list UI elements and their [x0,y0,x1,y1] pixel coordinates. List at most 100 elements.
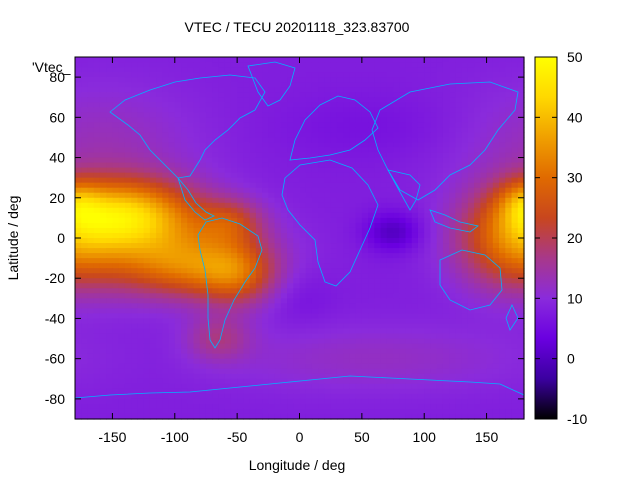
heatmap-cell [143,273,151,279]
heatmap-cell [293,142,301,149]
heatmap-cell [193,117,201,123]
heatmap-cell [230,177,238,184]
heatmap-cell [106,217,114,224]
heatmap-cell [474,167,481,174]
heatmap-cell [249,132,257,139]
heatmap-cell [187,112,195,118]
heatmap-cell [499,72,506,78]
heatmap-cell [274,182,282,189]
heatmap-cell [224,107,232,113]
heatmap-cell [262,117,269,123]
heatmap-cell [280,368,288,375]
heatmap-cell [156,227,163,234]
heatmap-cell [93,323,101,330]
heatmap-cell [305,313,313,320]
heatmap-cell [417,107,425,113]
heatmap-cell [393,388,400,395]
heatmap-cell [118,313,126,320]
heatmap-cell [461,192,469,199]
heatmap-cell [411,323,419,330]
heatmap-cell [399,383,407,390]
heatmap-cell [305,177,313,184]
heatmap-cell [187,152,195,159]
heatmap-cell [449,388,457,395]
heatmap-cell [174,77,182,83]
heatmap-cell [156,298,163,304]
heatmap-cell [255,217,263,224]
heatmap-cell [262,107,269,113]
heatmap-cell [474,268,481,274]
heatmap-cell [374,197,382,204]
heatmap-cell [386,77,394,83]
heatmap-cell [455,358,463,365]
heatmap-cell [449,383,457,390]
heatmap-cell [505,278,513,284]
heatmap-cell [517,92,525,98]
heatmap-cell [193,132,201,139]
heatmap-cell [224,308,232,315]
heatmap-cell [287,288,294,294]
heatmap-cell [505,167,513,174]
heatmap-cell [374,273,382,279]
heatmap-cell [87,373,95,380]
heatmap-cell [75,318,82,325]
heatmap-cell [455,313,463,320]
heatmap-cell [417,187,425,194]
heatmap-cell [311,162,319,169]
heatmap-cell [349,87,357,93]
heatmap-cell [505,202,513,209]
heatmap-cell [480,378,488,385]
heatmap-cell [393,232,400,239]
heatmap-cell [187,293,195,299]
heatmap-cell [262,157,269,164]
heatmap-cell [81,207,89,214]
heatmap-cell [299,243,307,249]
heatmap-cell [293,288,301,294]
heatmap-cell [324,283,332,289]
heatmap-cell [399,87,407,93]
heatmap-cell [368,92,375,98]
heatmap-cell [131,202,138,209]
heatmap-cell [355,167,363,174]
heatmap-cell [293,313,301,320]
heatmap-cell [492,293,500,299]
heatmap-cell [449,212,457,219]
heatmap-cell [467,122,475,128]
heatmap-cell [205,122,213,128]
heatmap-cell [330,182,338,189]
heatmap-cell [99,227,107,234]
heatmap-cell [430,122,438,128]
heatmap-cell [380,152,388,159]
heatmap-cell [405,207,413,214]
heatmap-cell [436,373,444,380]
heatmap-cell [411,102,419,108]
heatmap-cell [517,132,525,139]
heatmap-cell [124,303,132,309]
heatmap-cell [156,348,163,355]
heatmap-cell [205,353,213,360]
heatmap-cell [424,192,432,199]
heatmap-cell [168,403,176,410]
heatmap-cell [287,268,294,274]
heatmap-cell [199,313,207,320]
heatmap-cell [380,132,388,139]
heatmap-cell [230,232,238,239]
heatmap-cell [230,353,238,360]
heatmap-cell [449,202,457,209]
heatmap-cell [149,343,157,350]
heatmap-cell [243,87,251,93]
heatmap-cell [361,363,369,370]
heatmap-cell [424,243,432,249]
heatmap-cell [499,328,506,335]
heatmap-cell [361,212,369,219]
heatmap-cell [343,137,350,144]
heatmap-cell [511,152,519,159]
heatmap-cell [461,122,469,128]
heatmap-cell [149,197,157,204]
heatmap-cell [461,393,469,400]
heatmap-cell [461,117,469,123]
heatmap-cell [449,348,457,355]
heatmap-cell [124,217,132,224]
heatmap-cell [299,373,307,380]
heatmap-cell [330,87,338,93]
